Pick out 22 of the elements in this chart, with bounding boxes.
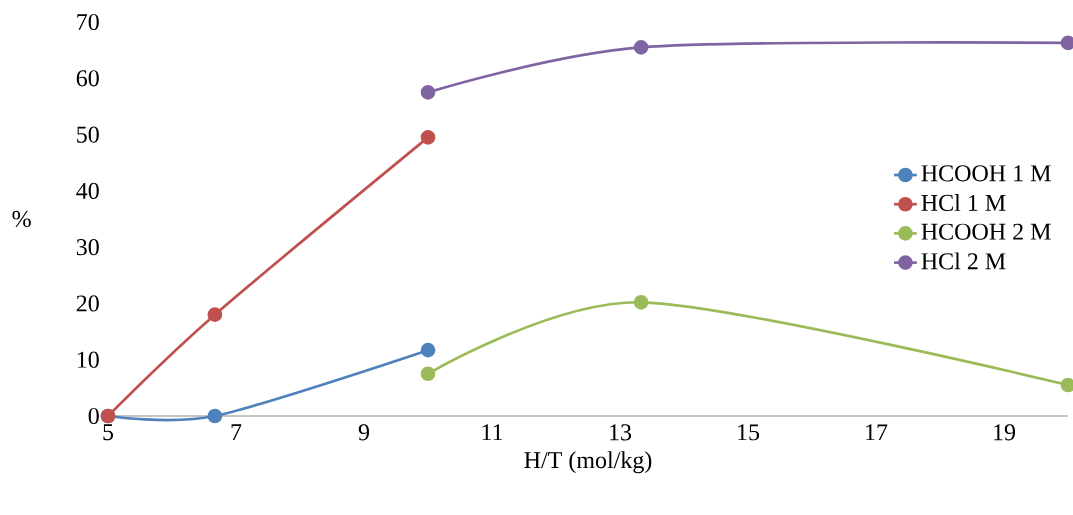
legend-label: HCOOH 2 M (921, 223, 1051, 240)
x-tick-label: 9 (358, 424, 370, 441)
legend-label: HCl 1 M (921, 194, 1006, 211)
legend-label: HCl 2 M (921, 252, 1006, 270)
y-axis-title: % (12, 210, 31, 228)
x-tick-label: 17 (866, 424, 888, 441)
y-tick-label: 70 (77, 13, 99, 31)
y-tick-label: 10 (77, 351, 99, 368)
y-tick-label: 30 (76, 239, 99, 256)
y-tick-label: 40 (76, 182, 99, 199)
y-tick-label: 20 (76, 295, 99, 312)
x-tick-label: 11 (482, 424, 503, 441)
x-tick-label: 13 (610, 424, 632, 441)
y-tick-label: 60 (76, 70, 99, 87)
x-tick-label: 7 (231, 424, 242, 440)
x-tick-label: 5 (103, 424, 114, 441)
x-tick-label: 19 (994, 424, 1016, 441)
y-tick-label: 50 (77, 126, 99, 143)
y-tick-label: 0 (88, 407, 99, 425)
legend-label: HCOOH 1 M (921, 165, 1051, 182)
x-axis-title: H/T (mol/kg) (524, 451, 652, 474)
x-tick-label: 15 (738, 424, 760, 441)
